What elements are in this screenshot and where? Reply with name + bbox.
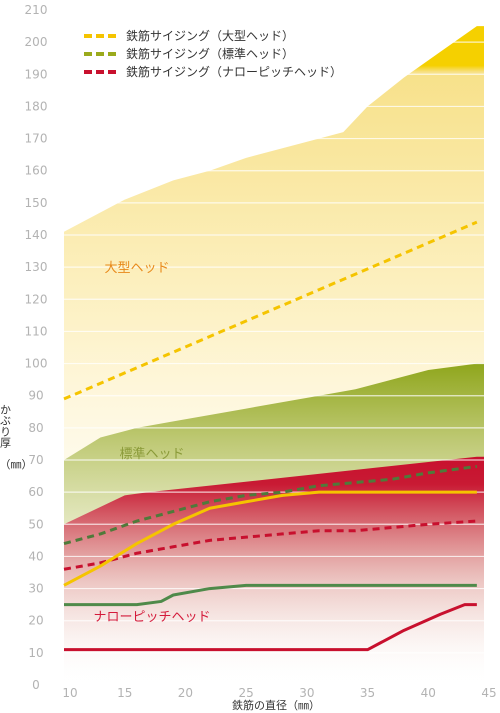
y-tick-label-210: 210 bbox=[25, 3, 48, 17]
x-tick-label-45: 45 bbox=[481, 686, 496, 700]
region-label-1: 大型ヘッド bbox=[104, 261, 169, 276]
legend-label-3: 鉄筋サイジング（ナローピッチヘッド） bbox=[126, 64, 342, 79]
y-tick-label-170: 170 bbox=[25, 132, 48, 146]
y-tick-label-150: 150 bbox=[25, 196, 48, 210]
x-tick-label-20: 20 bbox=[178, 686, 193, 700]
series-line-5-solid bbox=[64, 583, 477, 607]
y-tick-label-100: 100 bbox=[25, 357, 48, 371]
region-label-2: 標準ヘッド bbox=[119, 446, 184, 462]
series-line-6-solid bbox=[64, 603, 477, 652]
y-tick-labels: 0 10 20 30 40 50 60 70 80 90 100 110 120 130 140 150 160… bbox=[25, 3, 48, 692]
x-tick-label-40: 40 bbox=[421, 686, 436, 700]
legend: 鉄筋サイジング（大型ヘッド） 鉄筋サイジング（標準ヘッド） 鉄筋サイジング（ナローピ… bbox=[84, 28, 342, 79]
y-tick-label-30: 30 bbox=[28, 582, 43, 596]
x-tick-label-30: 30 bbox=[299, 686, 314, 700]
grid-layer bbox=[48, 9, 489, 686]
legend-label-1: 鉄筋サイジング（大型ヘッド） bbox=[126, 28, 294, 43]
series-line-4-solid bbox=[63, 490, 477, 587]
x-tick-labels: 10 15 20 25 30 35 40 45 bbox=[62, 686, 496, 700]
y-axis-title-line-1: かぶり厚 bbox=[0, 404, 12, 449]
axis-titles: かぶり厚 （㎜） 鉄筋の直径（㎜） bbox=[0, 404, 320, 712]
y-tick-label-140: 140 bbox=[25, 228, 48, 242]
y-tick-label-130: 130 bbox=[25, 260, 48, 274]
y-tick-label-180: 180 bbox=[25, 99, 48, 113]
series-layer bbox=[63, 220, 478, 652]
y-axis-title-line-2: （㎜） bbox=[0, 458, 33, 471]
y-tick-label-0: 0 bbox=[32, 678, 40, 692]
y-tick-label-160: 160 bbox=[25, 164, 48, 178]
y-tick-label-10: 10 bbox=[28, 646, 43, 660]
x-tick-label-35: 35 bbox=[360, 686, 375, 700]
series-line-2-dashed bbox=[63, 464, 478, 546]
y-tick-label-70: 70 bbox=[28, 453, 43, 467]
x-axis-title: 鉄筋の直径（㎜） bbox=[232, 698, 320, 712]
x-tick-label-15: 15 bbox=[117, 686, 132, 700]
regions-layer bbox=[64, 26, 484, 686]
x-tick-label-25: 25 bbox=[239, 686, 254, 700]
legend-label-2: 鉄筋サイジング（標準ヘッド） bbox=[126, 46, 294, 61]
series-line-1-dashed bbox=[63, 220, 478, 401]
region-label-3: ナローピッチヘッド bbox=[93, 610, 210, 625]
y-tick-label-50: 50 bbox=[28, 517, 43, 531]
y-tick-label-20: 20 bbox=[28, 614, 43, 628]
y-tick-label-60: 60 bbox=[28, 485, 43, 499]
y-tick-label-190: 190 bbox=[25, 67, 48, 81]
y-tick-label-200: 200 bbox=[25, 35, 48, 49]
y-tick-label-40: 40 bbox=[28, 549, 43, 563]
x-tick-label-10: 10 bbox=[62, 686, 77, 700]
y-tick-label-90: 90 bbox=[28, 389, 43, 403]
y-tick-label-120: 120 bbox=[25, 292, 48, 306]
series-line-3-dashed bbox=[63, 519, 477, 571]
y-tick-label-110: 110 bbox=[25, 324, 48, 338]
y-tick-label-80: 80 bbox=[28, 421, 43, 435]
